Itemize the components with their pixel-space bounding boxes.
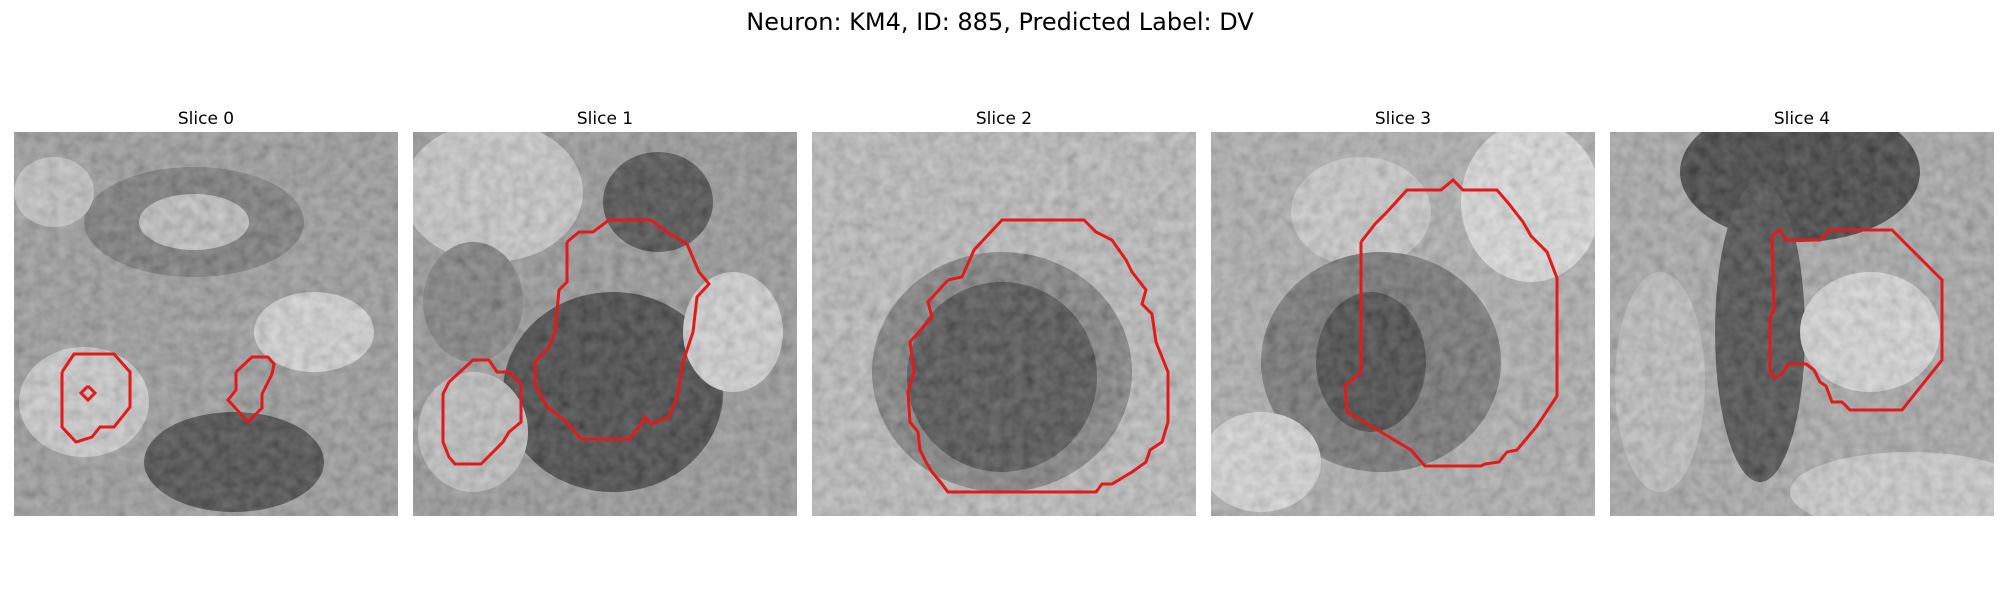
- slice-image-1: [413, 132, 797, 516]
- slice-image-0: [14, 132, 398, 516]
- slice-image-3: [1211, 132, 1595, 516]
- slice-image-2: [812, 132, 1196, 516]
- slice-image-4: [1610, 132, 1994, 516]
- slice-title-0: Slice 0: [177, 109, 235, 129]
- slice-svg-3: [1211, 132, 1595, 516]
- slice-panel-1: Slice 1: [413, 106, 797, 516]
- slice-panel-4: Slice 4: [1610, 106, 1994, 516]
- slice-svg-4: [1610, 132, 1994, 516]
- slice-panel-3: Slice 3: [1211, 106, 1595, 516]
- slice-panel-0: Slice 0: [14, 106, 398, 516]
- slice-panel-2: Slice 2: [812, 106, 1196, 516]
- slice-title-1: Slice 1: [576, 109, 634, 129]
- figure-title: Neuron: KM4, ID: 885, Predicted Label: D…: [746, 8, 1254, 36]
- slice-title-3: Slice 3: [1374, 109, 1432, 129]
- slice-svg-1: [413, 132, 797, 516]
- slice-svg-0: [14, 132, 398, 516]
- slice-svg-2: [812, 132, 1196, 516]
- slice-title-2: Slice 2: [975, 109, 1033, 129]
- slice-title-4: Slice 4: [1773, 109, 1831, 129]
